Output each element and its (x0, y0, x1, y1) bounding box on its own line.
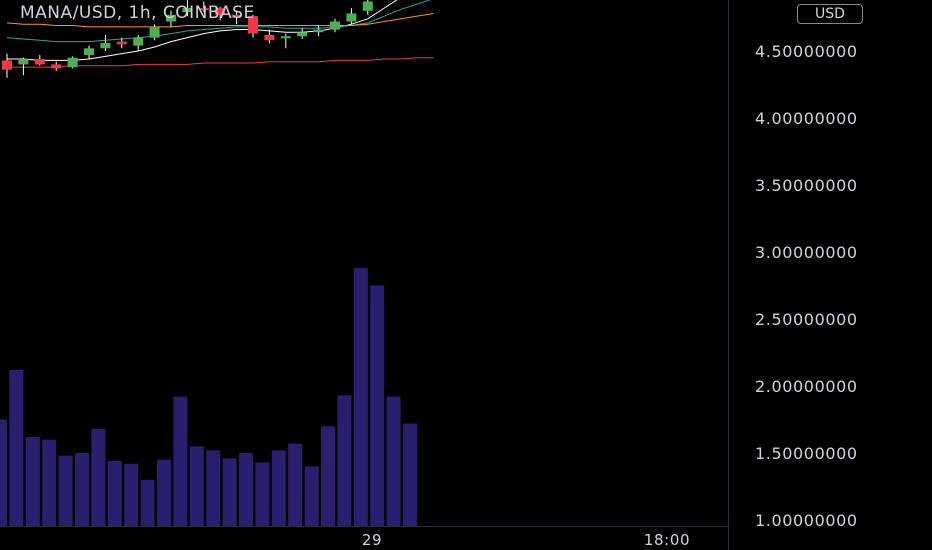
candle-up (346, 8, 357, 25)
candle-down (248, 14, 258, 38)
volume-bar (107, 461, 122, 526)
price-tick-label: 4.50000000 (755, 42, 858, 61)
candle-down (2, 53, 12, 78)
candle-body (2, 60, 12, 70)
candle-body (297, 32, 308, 37)
moving-average-4 (7, 57, 434, 68)
candle-down (51, 61, 62, 72)
volume-bar (206, 450, 221, 526)
candle-body (100, 42, 111, 49)
candle-up (67, 56, 78, 69)
volume-bar (58, 455, 73, 526)
volume-bar (386, 396, 401, 526)
candle-up (330, 18, 340, 33)
volume-bar (222, 458, 237, 526)
candle-body (362, 1, 373, 11)
candle-up (313, 25, 324, 37)
volume-bar (255, 462, 270, 526)
volume-bar (173, 396, 188, 526)
price-tick-label: 1.50000000 (755, 444, 858, 463)
volume-bar (0, 419, 7, 526)
candle-up (166, 10, 176, 27)
volume-bar (370, 285, 385, 526)
price-tick-label: 3.00000000 (755, 243, 858, 262)
candle-body (166, 14, 176, 22)
candle-down (215, 6, 226, 21)
candle-body (330, 21, 340, 30)
time-tick-label: 29 (362, 531, 382, 549)
moving-average-2 (6, 0, 432, 43)
volume-bar (304, 466, 319, 526)
candle-up (84, 45, 94, 60)
candle-body (264, 34, 275, 41)
volume-bar (189, 446, 204, 526)
price-tick-label: 3.50000000 (755, 176, 858, 195)
candle-body (84, 48, 94, 56)
volume-bar (239, 453, 253, 526)
volume-bar (288, 443, 303, 526)
candle-down (198, 1, 209, 13)
volume-bar (9, 369, 24, 526)
candle-body (133, 37, 144, 46)
candle-up (100, 34, 111, 51)
volume-bar (321, 426, 335, 526)
candle-body (18, 59, 29, 65)
candle-body (198, 8, 209, 11)
volume-bar (42, 439, 57, 526)
currency-button[interactable]: USD (797, 4, 863, 24)
price-tick-label: 2.00000000 (755, 377, 858, 396)
time-tick-label: 18:00 (644, 531, 690, 549)
price-tick-label: 2.50000000 (755, 310, 858, 329)
volume-bar (353, 268, 368, 526)
candle-up (297, 28, 308, 39)
candle-body (313, 29, 324, 33)
volume-bar (337, 395, 352, 526)
volume-bar (157, 459, 171, 526)
candle-body (215, 8, 226, 15)
candle-up (149, 24, 160, 41)
price-tick-label: 4.00000000 (755, 109, 858, 128)
candle-body (182, 8, 193, 13)
candle-body (346, 13, 357, 22)
candle-down (264, 29, 275, 43)
candle-body (231, 14, 242, 18)
candle-body (51, 64, 62, 69)
candle-body (116, 41, 127, 45)
candle-down (34, 55, 45, 66)
candle-body (248, 16, 258, 34)
candle-down (116, 37, 127, 49)
volume-bar (140, 479, 155, 526)
chart-title: MANA/USD, 1h, COINBASE (20, 3, 255, 23)
volume-bar (25, 436, 40, 526)
candle-up (18, 57, 29, 76)
volume-bar (91, 428, 106, 526)
candle-down (231, 10, 242, 25)
candle-up (362, 0, 373, 15)
candle-up (280, 33, 291, 49)
candle-body (34, 59, 45, 65)
candle-up (133, 34, 144, 51)
volume-bar (75, 453, 89, 526)
candle-body (149, 26, 160, 38)
volume-bar (124, 463, 139, 526)
price-tick-label: 1.00000000 (755, 511, 858, 530)
moving-average-1 (7, 0, 398, 61)
candle-body (67, 57, 78, 68)
volume-bar (403, 423, 417, 526)
moving-average-3 (6, 12, 434, 28)
candle-up (182, 0, 193, 17)
volume-bar (271, 450, 286, 526)
candle-body (280, 36, 291, 39)
